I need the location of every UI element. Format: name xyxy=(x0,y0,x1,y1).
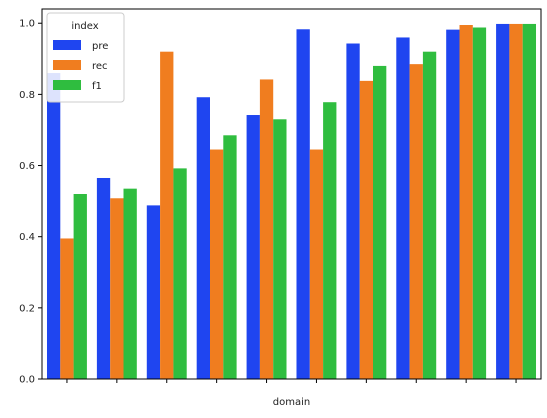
bar-rec-7 xyxy=(409,64,423,379)
bar-rec-4 xyxy=(259,79,274,379)
legend-swatch-rec xyxy=(53,60,81,70)
x-axis xyxy=(66,379,517,383)
legend: index pre rec f1 xyxy=(46,12,125,103)
y-tick-label: 0.8 xyxy=(19,90,35,101)
bar-rec-6 xyxy=(359,80,374,380)
bar-rec-2 xyxy=(160,51,174,379)
bar-pre-5 xyxy=(296,29,310,380)
bar-pre-3 xyxy=(196,97,210,379)
bar-f1-2 xyxy=(173,168,187,379)
bars-group xyxy=(46,23,537,380)
bar-pre-2 xyxy=(146,205,161,379)
bar-f1-5 xyxy=(323,102,337,380)
y-tick-label: 0.0 xyxy=(19,375,35,386)
bar-rec-0 xyxy=(60,238,74,379)
legend-label-rec: rec xyxy=(92,61,108,72)
bar-f1-1 xyxy=(123,188,137,379)
bar-pre-7 xyxy=(396,37,410,380)
bar-rec-1 xyxy=(110,198,124,379)
bar-f1-7 xyxy=(422,51,437,379)
y-axis: 0.0 0.2 0.4 0.6 0.8 1.0 xyxy=(19,19,42,386)
bar-f1-0 xyxy=(73,194,87,379)
legend-title: index xyxy=(71,21,98,32)
legend-label-pre: pre xyxy=(92,41,108,52)
bar-rec-5 xyxy=(309,149,324,379)
legend-swatch-f1 xyxy=(53,80,81,90)
bar-rec-3 xyxy=(210,149,224,379)
bar-rec-9 xyxy=(509,23,523,379)
x-axis-label: domain xyxy=(273,397,310,408)
bar-rec-8 xyxy=(459,25,473,379)
bar-pre-9 xyxy=(496,23,510,379)
bar-f1-9 xyxy=(522,23,537,379)
bar-f1-3 xyxy=(223,135,237,379)
bar-f1-8 xyxy=(472,27,487,379)
y-tick-label: 0.2 xyxy=(19,303,35,314)
bar-pre-8 xyxy=(446,29,460,379)
legend-box xyxy=(46,12,125,103)
bar-pre-6 xyxy=(346,43,360,379)
bar-f1-4 xyxy=(273,119,287,379)
bar-pre-0 xyxy=(46,73,61,379)
legend-swatch-pre xyxy=(53,40,81,50)
y-tick-label: 1.0 xyxy=(19,19,35,30)
y-tick-label: 0.4 xyxy=(19,232,35,243)
bar-f1-6 xyxy=(373,65,387,380)
y-tick-label: 0.6 xyxy=(19,161,35,172)
legend-label-f1: f1 xyxy=(92,81,102,92)
plot-frame xyxy=(41,8,542,380)
bar-pre-4 xyxy=(246,115,260,380)
bar-pre-1 xyxy=(96,177,111,379)
